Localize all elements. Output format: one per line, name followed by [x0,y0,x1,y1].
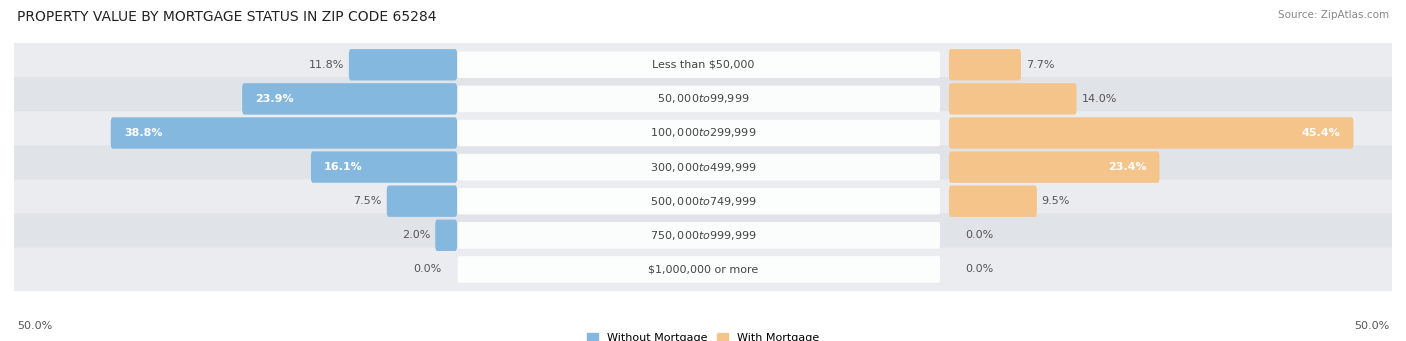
Text: Less than $50,000: Less than $50,000 [652,60,754,70]
FancyBboxPatch shape [949,49,1021,80]
Text: $1,000,000 or more: $1,000,000 or more [648,264,758,275]
FancyBboxPatch shape [458,86,941,112]
FancyBboxPatch shape [13,213,1393,257]
Text: 38.8%: 38.8% [124,128,162,138]
Text: 23.4%: 23.4% [1108,162,1146,172]
FancyBboxPatch shape [13,77,1393,121]
FancyBboxPatch shape [13,43,1393,87]
Text: 0.0%: 0.0% [965,230,993,240]
FancyBboxPatch shape [387,186,457,217]
Text: 2.0%: 2.0% [402,230,430,240]
FancyBboxPatch shape [311,151,457,183]
Text: $50,000 to $99,999: $50,000 to $99,999 [657,92,749,105]
FancyBboxPatch shape [436,220,457,251]
FancyBboxPatch shape [13,111,1393,155]
Text: 16.1%: 16.1% [323,162,363,172]
Text: 9.5%: 9.5% [1042,196,1070,206]
FancyBboxPatch shape [349,49,457,80]
Text: $300,000 to $499,999: $300,000 to $499,999 [650,161,756,174]
FancyBboxPatch shape [949,151,1160,183]
FancyBboxPatch shape [458,120,941,146]
Text: 11.8%: 11.8% [309,60,344,70]
Legend: Without Mortgage, With Mortgage: Without Mortgage, With Mortgage [588,333,818,341]
FancyBboxPatch shape [458,154,941,180]
Text: 50.0%: 50.0% [1354,321,1389,331]
Text: 0.0%: 0.0% [965,264,993,275]
Text: 23.9%: 23.9% [256,94,294,104]
FancyBboxPatch shape [111,117,457,149]
Text: 0.0%: 0.0% [413,264,441,275]
FancyBboxPatch shape [13,248,1393,291]
Text: 14.0%: 14.0% [1081,94,1116,104]
FancyBboxPatch shape [242,83,457,115]
Text: 50.0%: 50.0% [17,321,52,331]
FancyBboxPatch shape [458,256,941,283]
FancyBboxPatch shape [458,51,941,78]
FancyBboxPatch shape [13,179,1393,223]
FancyBboxPatch shape [949,186,1036,217]
Text: Source: ZipAtlas.com: Source: ZipAtlas.com [1278,10,1389,20]
FancyBboxPatch shape [458,222,941,249]
FancyBboxPatch shape [949,117,1354,149]
Text: 7.5%: 7.5% [353,196,382,206]
Text: $500,000 to $749,999: $500,000 to $749,999 [650,195,756,208]
FancyBboxPatch shape [458,188,941,214]
FancyBboxPatch shape [949,83,1077,115]
FancyBboxPatch shape [13,145,1393,189]
Text: $100,000 to $299,999: $100,000 to $299,999 [650,127,756,139]
Text: 45.4%: 45.4% [1302,128,1340,138]
Text: 7.7%: 7.7% [1026,60,1054,70]
Text: $750,000 to $999,999: $750,000 to $999,999 [650,229,756,242]
Text: PROPERTY VALUE BY MORTGAGE STATUS IN ZIP CODE 65284: PROPERTY VALUE BY MORTGAGE STATUS IN ZIP… [17,10,436,24]
